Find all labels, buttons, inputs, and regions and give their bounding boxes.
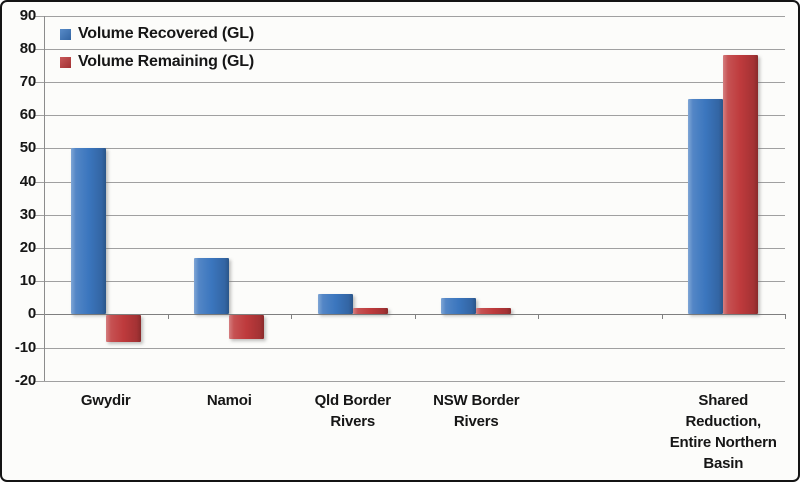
- y-axis-label: -20: [14, 371, 36, 389]
- bar-remaining-shared-reduction-entire-northern-basin: [723, 55, 759, 315]
- legend-item-remaining: Volume Remaining (GL): [60, 48, 254, 76]
- legend-swatch-remaining-icon: [60, 56, 71, 68]
- legend-swatch-recovered-icon: [60, 28, 71, 40]
- y-axis-label: 60: [19, 106, 36, 124]
- category-label-line: Namoi: [206, 392, 252, 409]
- category-label-qld-border-rivers: Qld Border Rivers: [288, 390, 418, 432]
- bar-recovered-gwydir: [70, 148, 106, 315]
- category-label-namoi: Namoi: [164, 390, 294, 411]
- category-label-line: Rivers: [453, 413, 499, 430]
- x-axis-tick: [785, 314, 786, 320]
- x-axis-tick: [167, 314, 169, 320]
- y-axis-label: 30: [19, 205, 36, 223]
- category-label-line: Gwydir: [80, 392, 131, 409]
- category-label-line: Rivers: [330, 413, 376, 430]
- bar-remaining-nsw-border-rivers: [476, 307, 512, 315]
- category-label-line: Shared: [698, 392, 749, 409]
- bar-recovered-nsw-border-rivers: [441, 297, 477, 315]
- x-axis-line: [35, 314, 785, 316]
- y-axis-label: 10: [19, 272, 36, 290]
- bar-recovered-shared-reduction-entire-northern-basin: [688, 98, 724, 315]
- y-axis-label: -10: [14, 338, 36, 356]
- grid-line: [35, 247, 785, 249]
- category-label-line: Basin: [703, 455, 744, 472]
- grid-line: [35, 181, 785, 183]
- legend-label-recovered: Volume Recovered (GL): [78, 25, 254, 42]
- y-axis-label: 70: [19, 72, 36, 90]
- grid-line: [35, 15, 785, 17]
- y-axis: [44, 15, 45, 381]
- y-axis-label: 0: [27, 305, 36, 323]
- category-label-line: Qld Border: [314, 392, 392, 409]
- grid-line: [35, 148, 785, 150]
- legend: Volume Recovered (GL) Volume Remaining (…: [60, 20, 254, 76]
- y-axis-label: 40: [19, 172, 36, 190]
- x-axis-tick: [538, 314, 539, 320]
- category-label-line: Entire Northern: [669, 434, 777, 451]
- x-axis-tick: [414, 314, 416, 320]
- category-label-line: NSW Border: [433, 392, 520, 409]
- y-axis-label: 50: [19, 139, 36, 157]
- x-axis-tick: [291, 314, 292, 320]
- y-axis-label: 90: [19, 6, 36, 24]
- y-axis-label: 80: [19, 39, 36, 57]
- bar-recovered-qld-border-rivers: [317, 294, 353, 315]
- y-axis-label: 20: [19, 238, 36, 256]
- legend-label-remaining: Volume Remaining (GL): [78, 53, 254, 70]
- legend-item-recovered: Volume Recovered (GL): [60, 20, 254, 48]
- grid-line: [35, 81, 785, 83]
- bar-recovered-namoi: [194, 257, 230, 315]
- grid-line: [35, 214, 785, 216]
- category-label-nsw-border-rivers: NSW Border Rivers: [411, 390, 541, 432]
- category-label-line: Reduction,: [685, 413, 762, 430]
- x-axis-tick: [661, 314, 663, 320]
- bar-remaining-gwydir: [105, 315, 141, 342]
- category-label-gwydir: Gwydir: [41, 390, 171, 411]
- grid-line: [35, 48, 785, 50]
- grid-line: [35, 115, 785, 117]
- grid-line: [35, 380, 785, 382]
- bar-remaining-namoi: [229, 315, 265, 339]
- grid-line: [35, 281, 785, 283]
- bar-remaining-qld-border-rivers: [352, 307, 388, 315]
- grid-line: [35, 347, 785, 349]
- category-label-shared-reduction-entire-northern-basin: Shared Reduction, Entire Northern Basin: [658, 390, 788, 474]
